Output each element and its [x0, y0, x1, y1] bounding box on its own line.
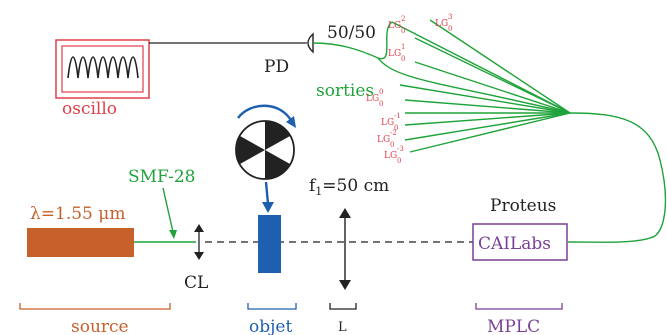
- rotation-arrow-icon: [237, 104, 294, 123]
- svg-text:0: 0: [394, 124, 398, 132]
- chopper-blade-2: [265, 150, 290, 179]
- proteus-label: Proteus: [490, 196, 556, 216]
- mode-label-lg3: LG 3 0: [435, 13, 452, 33]
- svg-text:1: 1: [401, 43, 405, 51]
- svg-text:LG: LG: [388, 49, 401, 59]
- svg-text:LG: LG: [388, 21, 401, 31]
- svg-text:-2: -2: [390, 129, 397, 137]
- lens-l-top-arrowhead: [339, 208, 351, 218]
- cl-top-arrowhead: [194, 224, 204, 232]
- chopper-down-arrowhead-icon: [262, 202, 274, 213]
- fiber-to-pd: [312, 42, 379, 59]
- oscilloscope-inner-frame: [61, 45, 144, 93]
- mplc-device: Proteus CAILabs: [472, 196, 568, 261]
- bracket-l-line: [329, 303, 357, 310]
- svg-text:3: 3: [448, 13, 452, 21]
- pd-label: PD: [264, 57, 289, 77]
- svg-text:0: 0: [401, 27, 405, 35]
- fiber-mode-lg2: [414, 37, 571, 114]
- photodiode: PD: [264, 32, 314, 77]
- fiber-mode-lg1: [414, 61, 571, 114]
- smf28-label: SMF-28: [128, 167, 195, 187]
- mode-label-lg0: LG 0 0: [366, 88, 383, 108]
- rotation-arrowhead-icon: [286, 116, 296, 128]
- laser-source: [27, 228, 134, 257]
- svg-text:LG: LG: [377, 135, 390, 145]
- svg-text:-3: -3: [397, 145, 404, 153]
- bracket-source-line: [19, 303, 171, 310]
- svg-text:-1: -1: [394, 112, 401, 120]
- svg-text:LG: LG: [435, 19, 448, 29]
- fiber-mode-b: [399, 84, 571, 114]
- object-block: [258, 215, 281, 273]
- bracket-mplc-label: MPLC: [487, 317, 540, 335]
- chopper-blade-1: [265, 121, 290, 150]
- cl-bottom-arrowhead: [194, 252, 204, 260]
- bracket-objet-line: [247, 303, 297, 310]
- oscilloscope: oscillo: [55, 39, 150, 119]
- bracket-l-label: L: [338, 320, 347, 335]
- smf28-pointer: [162, 187, 174, 233]
- mode-labels: LG 3 0 LG 2 0 LG 1 0 LG 0 0 LG -1 0 LG -…: [366, 13, 452, 165]
- bracket-objet-label: objet: [249, 317, 292, 335]
- svg-text:LG: LG: [366, 94, 379, 104]
- fiber-mode-d: [409, 112, 571, 153]
- chopper-blade-3: [236, 136, 265, 164]
- svg-text:0: 0: [390, 141, 394, 149]
- sorties-label: sorties: [316, 81, 374, 101]
- svg-text:LG: LG: [384, 151, 397, 161]
- svg-text:0: 0: [401, 55, 405, 63]
- focal-length-label: f1=50 cm: [309, 176, 389, 198]
- bracket-source: source: [19, 303, 171, 335]
- fiber-output-to-mplc: [567, 112, 667, 243]
- fiber-mode-lg0: [377, 57, 571, 114]
- cl-label: CL: [184, 273, 208, 293]
- svg-text:0: 0: [448, 25, 452, 33]
- chopper: [235, 104, 296, 213]
- bracket-l: L: [329, 303, 357, 335]
- oscilloscope-waveform: [67, 56, 139, 79]
- svg-text:0: 0: [379, 88, 383, 96]
- wavelength-label: λ=1.55 μm: [30, 204, 125, 224]
- fiber-mode-lg3: [391, 21, 571, 114]
- mode-label-lg1: LG 1 0: [388, 43, 405, 63]
- fiber-mode-c: [404, 99, 571, 114]
- fiber-bundle: [312, 19, 667, 243]
- mode-label-lg2: LG 2 0: [388, 15, 405, 35]
- mode-label-lgm3: LG -3 0: [384, 145, 404, 165]
- bracket-objet: objet: [247, 303, 297, 335]
- lens-l-bottom-arrowhead: [339, 280, 351, 290]
- splitter-label: 50/50: [327, 23, 376, 43]
- oscillo-label: oscillo: [62, 99, 117, 119]
- focusing-lens: f1=50 cm: [309, 176, 389, 290]
- collimating-lens: CL: [184, 224, 208, 293]
- smf28-pointer-arrowhead-icon: [169, 230, 177, 239]
- svg-text:LG: LG: [381, 118, 394, 128]
- mode-label-lgm1: LG -1 0: [381, 112, 401, 132]
- oscilloscope-outer-frame: [55, 39, 150, 99]
- cailabs-label: CAILabs: [478, 234, 551, 254]
- chopper-down-arrow: [264, 181, 270, 205]
- cailabs-box: [472, 223, 568, 261]
- bracket-mplc: MPLC: [475, 303, 563, 335]
- svg-text:0: 0: [397, 157, 401, 165]
- photodiode-detector-icon: [307, 32, 314, 54]
- fiber-mode-lgm2: [404, 112, 571, 126]
- svg-text:2: 2: [401, 15, 405, 23]
- fiber-mode-a: [429, 19, 571, 114]
- svg-text:0: 0: [379, 100, 383, 108]
- bracket-source-label: source: [71, 317, 129, 335]
- bracket-mplc-line: [475, 303, 563, 310]
- fiber-splitter-branch: [377, 21, 393, 60]
- mode-label-lgm2: LG -2 0: [377, 129, 397, 149]
- fiber-mode-lgm3: [404, 112, 571, 141]
